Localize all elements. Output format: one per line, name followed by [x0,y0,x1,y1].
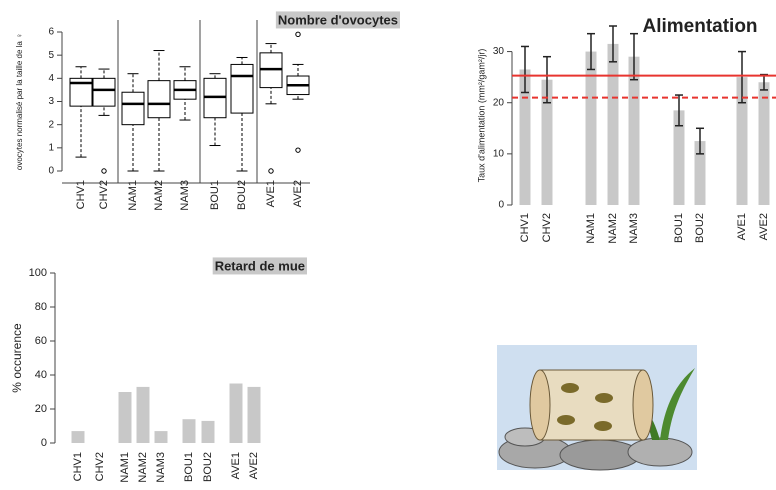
y-tick-label: 1 [48,142,54,153]
y-tick-label: 20 [493,97,505,108]
x-tick-label: BOU2 [236,180,248,210]
box [148,81,170,118]
y-tick-label: 6 [48,27,54,38]
figure: Nombre d'ovocytes ovocytes normalisé par … [0,0,776,490]
y-tick-label: 40 [35,369,47,381]
y-tick-label: 5 [48,50,54,61]
x-tick-label: CHV2 [94,452,106,481]
chart-title: Nombre d'ovocytes [278,12,398,27]
x-tick-label: NAM2 [153,180,165,211]
bar [72,431,85,443]
y-tick-label: 30 [493,46,505,57]
box [122,92,144,124]
gammarus [561,383,579,393]
chart: Alimentation Taux d'alimentation (mm²/gam… [476,16,776,244]
x-tick-label: NAM3 [179,180,191,211]
x-tick-label: AVE2 [292,180,304,207]
cage-end [633,370,653,440]
y-tick-label: 10 [493,148,505,159]
y-tick-label: 3 [48,96,54,107]
bar [230,384,243,444]
y-tick-label: 2 [48,119,54,130]
chart-title: Alimentation [642,16,757,37]
bar [119,392,132,443]
x-tick-label: NAM1 [127,180,139,211]
x-tick-label: AVE2 [248,452,260,479]
x-tick-label: BOU1 [209,180,221,210]
y-tick-label: 100 [29,267,47,279]
bar [759,82,770,205]
bar [155,431,168,443]
cage-end [530,370,550,440]
y-tick-label: 60 [35,335,47,347]
x-tick-label: BOU1 [673,213,685,243]
outlier [269,169,273,173]
box [231,64,253,113]
rock [628,438,692,466]
outlier [102,169,106,173]
x-tick-label: NAM3 [155,452,167,483]
y-tick-label: 0 [498,200,504,211]
y-axis-label: % occurence [10,323,24,393]
x-tick-label: AVE2 [758,213,770,240]
cage [540,370,643,440]
chart: Nombre d'ovocytes ovocytes normalisé par … [15,11,400,210]
x-tick-label: CHV1 [72,452,84,481]
gammarus [595,393,613,403]
x-tick-label: NAM1 [585,213,597,244]
x-tick-label: NAM2 [137,452,149,483]
y-tick-label: 20 [35,403,47,415]
illustration [497,345,697,470]
y-tick-label: 0 [48,166,54,177]
y-tick-label: 0 [41,437,47,449]
outlier [296,32,300,36]
bar [586,52,597,205]
rock [560,440,640,470]
x-tick-label: CHV2 [541,213,553,242]
x-tick-label: AVE1 [736,213,748,240]
gammarus [557,415,575,425]
x-tick-label: BOU2 [202,452,214,482]
x-tick-label: AVE1 [230,452,242,479]
y-axis-label: ovocytes normalisé par la taille de la ♀ [15,33,24,170]
x-tick-label: NAM1 [119,452,131,483]
x-tick-label: BOU1 [183,452,195,482]
x-tick-label: NAM2 [607,213,619,244]
x-tick-label: CHV1 [519,213,531,242]
x-tick-label: CHV1 [75,180,87,209]
y-tick-label: 4 [48,73,54,84]
x-tick-label: CHV2 [98,180,110,209]
y-axis-label: Taux d'alimentation (mm²/gam²/jr) [476,49,486,183]
gammarus [594,421,612,431]
bar [248,387,261,443]
bar [608,44,619,205]
chart: Retard de mue % occurence 0 20 40 60 80 100 CHV1… [10,257,307,482]
bar [183,419,196,443]
bar [202,421,215,443]
bar [137,387,150,443]
box [93,78,115,106]
outlier [296,148,300,152]
x-tick-label: AVE1 [265,180,277,207]
x-tick-label: NAM3 [628,213,640,244]
y-tick-label: 80 [35,301,47,313]
x-tick-label: BOU2 [694,213,706,243]
chart-title: Retard de mue [215,258,305,273]
